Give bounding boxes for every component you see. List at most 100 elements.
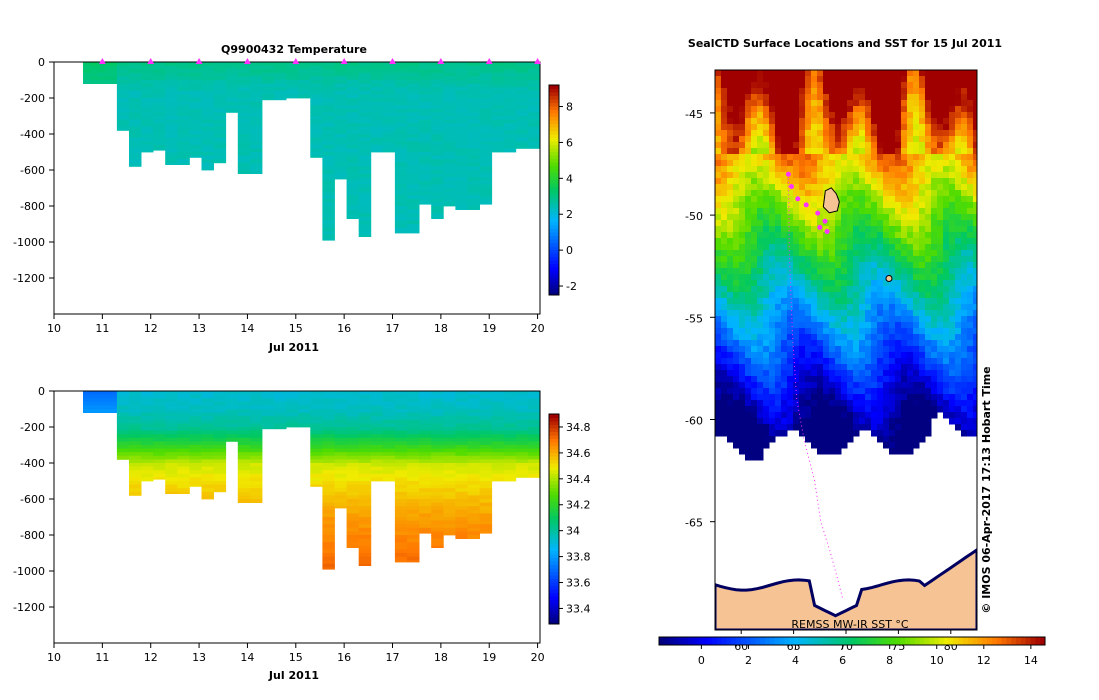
sst-cell <box>865 310 872 317</box>
profile-cell <box>116 72 130 77</box>
sst-cell <box>727 214 734 221</box>
profile-cell <box>479 98 493 102</box>
sst-cell <box>757 388 764 395</box>
profile-cell <box>322 166 335 171</box>
sst-cell <box>745 238 752 245</box>
profile-cell <box>129 434 142 439</box>
sst-cell <box>757 364 764 371</box>
profile-cell <box>515 466 529 471</box>
sst-cell <box>787 106 794 113</box>
profile-cell <box>491 394 505 399</box>
sst-cell <box>889 262 896 269</box>
profile-cell <box>467 430 480 435</box>
profile-cell <box>443 502 456 507</box>
profile-cell <box>527 466 541 471</box>
sst-cell <box>967 346 974 353</box>
sst-cell <box>715 76 722 83</box>
sst-cell <box>931 184 938 191</box>
sst-cell <box>955 118 962 125</box>
profile-cell <box>322 119 335 124</box>
sst-cell <box>961 82 968 89</box>
sst-cell <box>901 214 908 221</box>
sst-cell <box>937 286 944 293</box>
profile-cell <box>334 491 347 496</box>
sst-cell <box>751 82 758 89</box>
profile-cell <box>261 394 275 399</box>
profile-cell <box>310 419 323 424</box>
sst-cell <box>793 316 800 323</box>
profile-cell <box>249 72 263 77</box>
sst-cell <box>751 76 758 83</box>
sst-cell <box>859 280 866 287</box>
profile-cell <box>358 473 372 478</box>
profile-cell <box>431 191 444 196</box>
profile-cell <box>407 535 420 539</box>
sst-cell <box>931 94 938 101</box>
profile-cell <box>491 409 505 413</box>
sst-cell <box>751 322 758 329</box>
profile-cell <box>479 477 493 482</box>
colorbar-segment <box>549 144 559 149</box>
profile-cell <box>310 101 323 106</box>
profile-cell <box>334 401 347 406</box>
profile-cell <box>382 452 396 457</box>
profile-cell <box>394 72 408 77</box>
x-tick-label: 20 <box>531 651 545 664</box>
sst-cell <box>745 268 752 275</box>
profile-cell <box>189 448 202 453</box>
profile-cell <box>141 134 154 138</box>
sst-cell <box>793 322 800 329</box>
sst-cell <box>727 202 734 209</box>
profile-cell <box>431 209 444 214</box>
profile-cell <box>237 416 251 421</box>
profile-cell <box>249 62 263 66</box>
sst-cell <box>931 268 938 275</box>
profile-cell <box>407 101 420 106</box>
sst-cell <box>841 88 848 95</box>
sst-cell <box>811 70 818 77</box>
sst-cell <box>829 154 836 161</box>
sst-cell <box>751 280 758 287</box>
sst-cell <box>949 340 956 347</box>
sst-cell <box>883 208 890 215</box>
profile-cell <box>491 391 505 395</box>
profile-cell <box>358 137 372 142</box>
sst-cell <box>715 112 722 119</box>
profile-cell <box>515 137 529 142</box>
sst-cell <box>733 184 740 191</box>
profile-cell <box>455 416 468 421</box>
profile-cell <box>358 466 372 471</box>
profile-cell <box>431 545 444 548</box>
profile-cell <box>358 509 372 514</box>
sst-cell <box>913 202 920 209</box>
sst-cell <box>763 202 770 209</box>
sst-cell <box>895 352 902 359</box>
sst-cell <box>721 190 728 197</box>
sst-cell <box>811 136 818 143</box>
profile-cell <box>153 72 166 77</box>
profile-cell <box>177 484 190 489</box>
sst-cell <box>865 214 872 221</box>
profile-cell <box>455 499 468 503</box>
profile-cell <box>213 98 227 102</box>
profile-cell <box>201 491 214 496</box>
sst-cell <box>949 82 956 89</box>
profile-cell <box>455 105 468 110</box>
sst-cell <box>949 268 956 275</box>
sst-cell <box>877 112 884 119</box>
profile-cell <box>346 506 360 511</box>
profile-column <box>298 391 311 428</box>
profile-cell <box>213 144 227 149</box>
profile-cell <box>346 141 360 146</box>
sst-cell <box>901 70 908 77</box>
profile-cell <box>407 159 420 164</box>
sst-cell <box>733 82 740 89</box>
sst-cell <box>781 358 788 365</box>
profile-cell <box>177 152 190 156</box>
profile-column <box>116 391 130 460</box>
sst-cell <box>817 262 824 269</box>
sst-cell <box>739 388 746 395</box>
sst-cell <box>841 376 848 383</box>
sst-cell <box>973 250 977 257</box>
profile-cell <box>189 455 202 460</box>
